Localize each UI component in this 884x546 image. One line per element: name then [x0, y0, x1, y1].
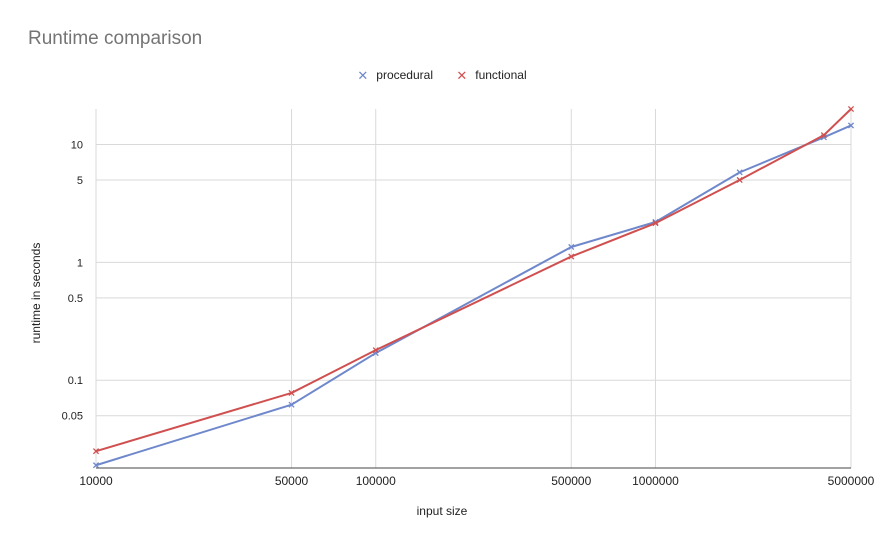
legend-item-procedural[interactable]: ✕ procedural: [357, 68, 433, 82]
marker-stroke: [736, 169, 743, 176]
marker-stroke: [288, 401, 295, 408]
data-point-functional: [288, 389, 295, 396]
data-point-functional: [372, 347, 379, 354]
y-tick-label: 10: [71, 139, 83, 151]
y-tick-label: 0.05: [62, 411, 83, 423]
data-point-procedural: [847, 122, 855, 129]
y-tick-label: 1: [77, 257, 83, 269]
y-tick-label: 0.1: [68, 375, 83, 387]
series-line-functional: [95, 108, 852, 453]
data-point-functional: [847, 105, 855, 113]
marker-stroke: [568, 243, 575, 251]
marker-stroke: [288, 389, 295, 396]
legend-item-functional[interactable]: ✕ functional: [456, 68, 526, 82]
legend-marker-procedural: ✕: [357, 67, 369, 83]
marker-stroke: [820, 134, 827, 141]
marker-stroke: [92, 462, 100, 469]
data-point-functional: [92, 448, 100, 455]
x-tick-label: 500000: [551, 474, 591, 488]
legend-label-functional: functional: [475, 68, 527, 82]
marker-stroke: [92, 448, 100, 455]
data-point-procedural: [736, 169, 743, 176]
data-point-functional: [568, 253, 575, 260]
data-point-functional: [736, 176, 743, 184]
series-line-procedural: [95, 124, 852, 467]
x-tick-label: 10000: [79, 474, 113, 488]
x-tick-label: 1000000: [632, 474, 679, 488]
marker-stroke: [847, 105, 855, 113]
tick-labels: 10000 50000 100000 500000 1000000 5000000 0.05…: [62, 139, 875, 488]
grid-lines: [95, 109, 852, 469]
x-axis-label: input size: [416, 504, 468, 518]
data-point-procedural: [288, 401, 295, 408]
x-tick-label: 100000: [356, 474, 396, 488]
data-point-functional: [652, 220, 659, 227]
x-tick-label: 5000000: [828, 474, 875, 488]
marker-stroke: [652, 220, 659, 227]
marker-stroke: [820, 132, 827, 139]
series-lines: [92, 105, 855, 469]
legend-label-procedural: procedural: [376, 68, 433, 82]
y-tick-label: 5: [77, 175, 83, 187]
legend-marker-functional: ✕: [456, 67, 468, 83]
marker-stroke: [736, 176, 743, 184]
data-point-procedural: [92, 462, 100, 469]
marker-stroke: [372, 347, 379, 354]
marker-stroke: [568, 253, 575, 260]
chart-title: Runtime comparison: [28, 28, 203, 49]
x-tick-label: 50000: [275, 474, 309, 488]
marker-stroke: [847, 122, 855, 129]
legend: ✕ procedural ✕ functional: [0, 68, 884, 83]
data-point-functional: [820, 132, 827, 139]
data-point-procedural: [568, 243, 575, 251]
y-tick-label: 0.5: [68, 293, 83, 305]
